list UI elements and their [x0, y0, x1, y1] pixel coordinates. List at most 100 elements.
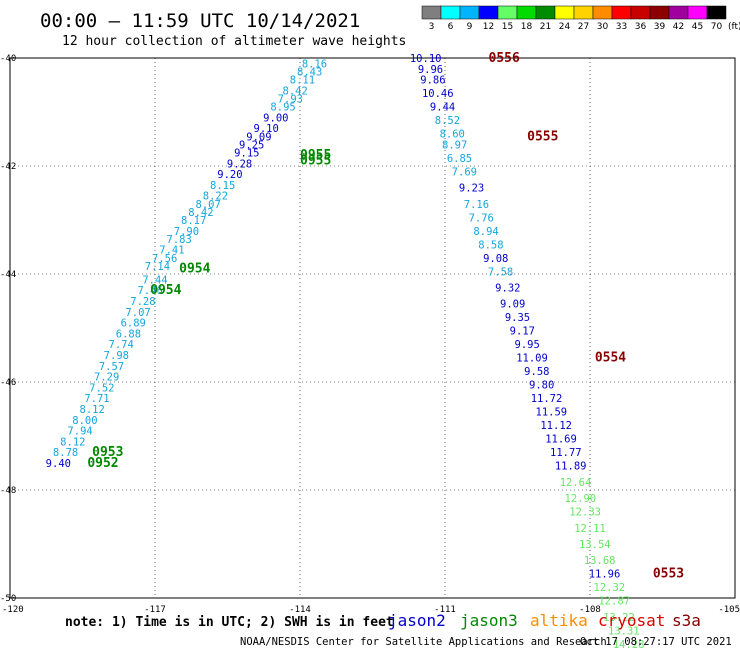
colorbar-swatch: [668, 5, 689, 20]
colorbar-label: 12: [483, 22, 494, 32]
wave-height-point: 8.58: [478, 239, 503, 251]
wave-height-point: 9.23: [459, 183, 484, 195]
colorbar-swatch: [497, 5, 518, 20]
pass-label: 0955: [300, 148, 331, 163]
wave-height-point: 8.00: [72, 415, 97, 427]
wave-height-point: 8.95: [270, 102, 295, 114]
wave-height-point: 7.07: [125, 307, 150, 319]
y-tick-label: -46: [0, 378, 16, 388]
wave-height-point: 8.17: [181, 215, 206, 227]
x-tick-label: -114: [289, 605, 311, 615]
x-tick-label: -117: [144, 605, 166, 615]
colorbar-swatch: [611, 5, 632, 20]
colorbar-label: 27: [578, 22, 589, 32]
wave-height-point: 8.12: [80, 404, 105, 416]
wave-height-point: 7.14: [145, 261, 170, 273]
wave-height-point: 8.78: [53, 447, 78, 459]
wave-height-point: 7.74: [109, 339, 134, 351]
wave-height-point: 9.28: [227, 158, 252, 170]
wave-height-point: 9.32: [495, 283, 520, 295]
wave-height-point: 12.90: [565, 493, 597, 505]
y-tick-label: -50: [0, 594, 16, 604]
colorbar-swatch: [459, 5, 480, 20]
wave-height-point: 7.46: [138, 285, 163, 297]
colorbar-swatch: [573, 5, 594, 20]
wave-height-point: 9.20: [217, 169, 242, 181]
colorbar-label: 24: [559, 22, 571, 32]
axis-ticks: -120 -117 -114 -111 -108 -105 -40 -42 -44 -46 -48 -…: [0, 54, 740, 615]
wave-height-point: 7.57: [99, 361, 124, 373]
wave-height-point: 6.88: [116, 328, 141, 340]
chart-subtitle: 12 hour collection of altimeter wave hei…: [62, 34, 406, 49]
chart-title: 00:00 – 11:59 UTC 10/14/2021: [40, 10, 360, 32]
colorbar-label: 6: [448, 22, 454, 32]
colorbar-swatch: [478, 5, 499, 20]
colorbar-label: 30: [597, 22, 609, 32]
wave-height-point: 11.09: [516, 353, 548, 365]
colorbar-label: 33: [616, 22, 627, 32]
footnote: note: 1) Time is in UTC; 2) SWH is in fe…: [65, 615, 394, 630]
plot-area: -120 -117 -114 -111 -108 -105 -40 -42 -44 -46 -48 -…: [0, 51, 740, 650]
wave-height-point: 13.22: [603, 612, 635, 624]
pass-label: 0554: [595, 351, 626, 366]
colorbar-label: 39: [654, 22, 666, 32]
wave-height-point: 9.15: [234, 148, 259, 160]
pass-label: 0954: [179, 262, 210, 277]
y-tick-label: -42: [0, 162, 16, 172]
wave-height-point: 11.12: [540, 420, 572, 432]
wave-height-point: 9.95: [515, 339, 540, 351]
pass-label: 0556: [489, 51, 520, 66]
wave-height-point: 11.77: [550, 447, 582, 459]
wave-height-point: 7.28: [130, 296, 155, 308]
wave-height-point: 8.94: [473, 226, 498, 238]
wave-height-point: 8.52: [435, 115, 460, 127]
x-tick-label: -108: [579, 605, 601, 615]
colorbar-label: 21: [540, 22, 551, 32]
colorbar-swatch: [440, 5, 461, 20]
wave-height-point: 7.76: [469, 212, 494, 224]
wave-height-point: 7.90: [174, 226, 199, 238]
wave-height-point: 9.80: [529, 380, 554, 392]
wave-height-point: 7.41: [159, 245, 184, 257]
wave-height-point: 7.93: [278, 94, 303, 106]
wave-height-point: 9.08: [483, 253, 508, 265]
wave-height-point: 8.42: [188, 207, 213, 219]
wave-height-point: 7.52: [89, 382, 114, 394]
colorbar-label: 3: [429, 22, 435, 32]
generated-timestamp: Oct 17 08:27:17 UTC 2021: [580, 636, 732, 648]
wave-height-point: 6.89: [121, 318, 146, 330]
wave-height-point: 8.07: [196, 199, 221, 211]
x-tick-label: -105: [718, 605, 740, 615]
wave-height-point: 7.44: [142, 274, 167, 286]
colorbar-swatch: [554, 5, 575, 20]
wave-height-point: 13.68: [584, 555, 616, 567]
wave-height-point: 8.97: [442, 139, 467, 151]
wave-height-point: 8.11: [290, 75, 315, 87]
wave-height-point: 12.33: [569, 507, 601, 519]
satellite-legend-jason3: jason3: [460, 611, 518, 630]
colorbar-swatch: [592, 5, 613, 20]
wave-height-point: 14.28: [613, 639, 645, 650]
wave-height-point: 11.69: [545, 434, 577, 446]
wave-height-point: 7.98: [104, 350, 129, 362]
x-tick-label: -120: [2, 605, 24, 615]
wave-height-point: 7.83: [167, 234, 192, 246]
wave-height-point: 9.58: [524, 366, 549, 378]
wave-height-point: 7.71: [84, 393, 109, 405]
satellite-legend-jason2: jason2: [388, 611, 446, 630]
pass-label: 0954: [150, 283, 181, 298]
wave-height-point: 9.00: [263, 112, 288, 124]
wave-height-point: 13.54: [579, 539, 611, 551]
satellite-legend-altika: altika: [530, 611, 588, 630]
plot-border: [9, 57, 736, 599]
wave-height-point: 9.25: [239, 139, 264, 151]
wave-height-point: 10.10: [410, 53, 442, 65]
credit-text: NOAA/NESDIS Center for Satellite Applica…: [240, 636, 607, 648]
y-tick-label: -48: [0, 486, 16, 496]
wave-height-point: 7.94: [67, 426, 92, 438]
wave-height-point: 7.16: [464, 199, 489, 211]
wave-height-point: 7.69: [452, 166, 477, 178]
colorbar-label: 36: [635, 22, 647, 32]
